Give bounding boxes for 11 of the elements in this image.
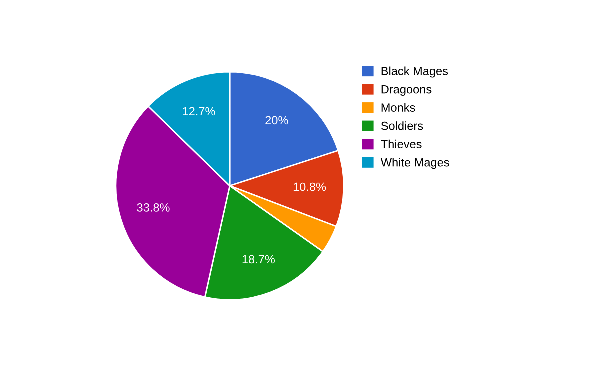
data-label: 20% <box>266 116 288 125</box>
legend-label: Dragoons <box>382 85 432 96</box>
legend-label: White Mages <box>380 158 450 170</box>
legend-label: Monks <box>382 103 416 112</box>
legend-label: Thieves <box>381 140 422 149</box>
data-label: 18.7% <box>242 255 275 264</box>
legend-label: Black Mages <box>382 66 448 78</box>
data-label: 33.8% <box>137 204 170 212</box>
legend-label: Soldiers <box>381 122 424 130</box>
data-label: 12.7% <box>183 107 216 116</box>
data-label: 10.8% <box>294 182 326 192</box>
